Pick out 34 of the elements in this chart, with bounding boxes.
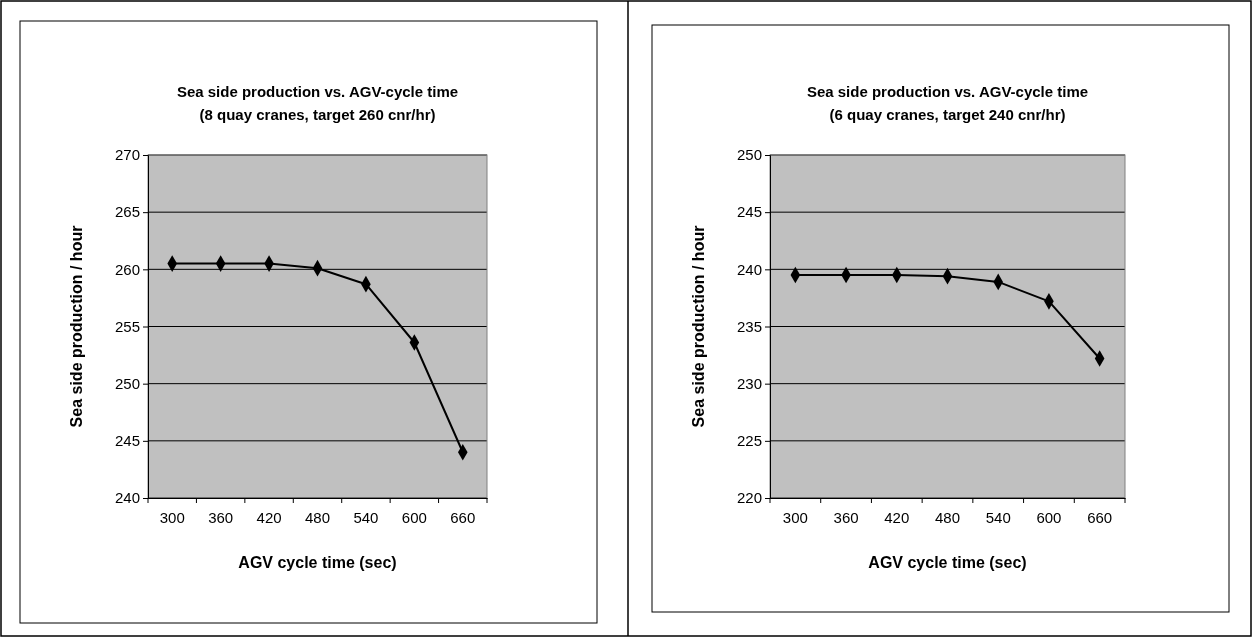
x-tick-label: 540	[353, 508, 379, 526]
y-axis-title: Sea side production / hour	[68, 225, 85, 428]
x-tick-label: 600	[401, 508, 427, 526]
y-tick-label: 225	[736, 432, 762, 450]
y-tick-label: 250	[114, 374, 140, 392]
x-tick-label: 420	[884, 508, 910, 526]
y-tick-label: 240	[114, 489, 140, 507]
y-tick-label: 255	[114, 317, 140, 335]
x-tick-label: 480	[934, 508, 961, 526]
x-tick-label: 300	[159, 508, 185, 526]
x-tick-label: 600	[1036, 508, 1062, 526]
chart-title: Sea side production vs. AGV-cycle time (6 quay cranes, target 240 cnr/hr)	[806, 83, 1089, 123]
y-tick-label: 260	[114, 260, 140, 278]
y-tick-label: 245	[114, 432, 140, 450]
x-axis-title: AGV cycle time (sec)	[238, 554, 397, 571]
y-tick-label: 270	[114, 146, 140, 164]
x-tick-label: 360	[208, 508, 234, 526]
y-tick-label: 220	[736, 489, 762, 507]
y-tick-label: 245	[736, 203, 762, 221]
x-tick-label: 420	[256, 508, 282, 526]
chart-title: Sea side production vs. AGV-cycle time (8 quay cranes, target 260 cnr/hr)	[176, 83, 459, 123]
x-tick-label: 360	[833, 508, 859, 526]
y-axis-title: Sea side production / hour	[690, 225, 707, 428]
y-tick-label: 230	[736, 374, 762, 392]
x-tick-label: 660	[450, 508, 476, 526]
x-axis-title: AGV cycle time (sec)	[868, 554, 1027, 571]
y-tick-label: 250	[736, 146, 762, 164]
y-tick-label: 240	[736, 260, 762, 278]
y-tick-label: 265	[114, 203, 140, 221]
y-tick-label: 235	[736, 317, 762, 335]
x-tick-label: 300	[782, 508, 808, 526]
x-tick-label: 540	[985, 508, 1011, 526]
x-tick-label: 480	[304, 508, 331, 526]
x-tick-label: 660	[1087, 508, 1113, 526]
